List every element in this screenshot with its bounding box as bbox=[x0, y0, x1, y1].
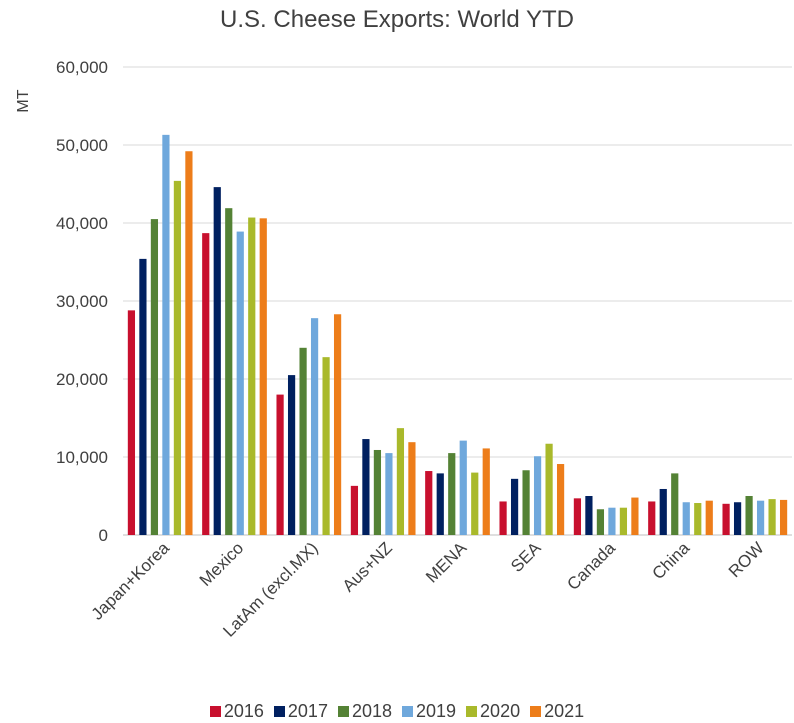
y-tick-label: 40,000 bbox=[56, 214, 108, 233]
legend-item: 2017 bbox=[273, 701, 328, 722]
legend-label: 2019 bbox=[416, 701, 457, 721]
bar-2019 bbox=[236, 231, 244, 535]
legend: 2016 2017 2018 2019 2020 2021 bbox=[0, 701, 794, 722]
bar-2018 bbox=[225, 208, 233, 535]
bar-2017 bbox=[436, 473, 444, 535]
bar-2019 bbox=[533, 456, 542, 535]
legend-item: 2021 bbox=[530, 701, 584, 722]
y-tick-label: 60,000 bbox=[56, 58, 108, 77]
bar-2021 bbox=[705, 500, 713, 535]
bar-2016 bbox=[499, 501, 507, 535]
bar-2021 bbox=[333, 314, 342, 535]
bar-2020 bbox=[173, 180, 182, 535]
bar-2016 bbox=[276, 394, 284, 535]
x-tick-label: Japan+Korea bbox=[88, 538, 174, 624]
legend-swatch bbox=[530, 706, 542, 717]
bar-2017 bbox=[213, 187, 221, 535]
bar-2020 bbox=[322, 357, 330, 535]
x-tick-label: Canada bbox=[563, 538, 619, 594]
bar-2019 bbox=[162, 134, 170, 536]
legend-label: 2020 bbox=[480, 701, 521, 721]
bar-2016 bbox=[202, 233, 210, 535]
legend-item: 2019 bbox=[402, 701, 456, 722]
bar-2021 bbox=[779, 499, 788, 535]
bar-2020 bbox=[694, 503, 702, 535]
bar-2017 bbox=[139, 258, 147, 535]
bar-2021 bbox=[185, 151, 193, 536]
bar-2018 bbox=[448, 453, 456, 535]
bar-2021 bbox=[259, 218, 267, 535]
legend-swatch bbox=[273, 706, 285, 717]
legend-swatch bbox=[337, 706, 349, 717]
x-tick-label: MENA bbox=[422, 538, 471, 587]
y-tick-label: 0 bbox=[99, 526, 108, 545]
legend-swatch bbox=[402, 706, 413, 717]
y-tick-label: 50,000 bbox=[56, 136, 108, 155]
legend-item: 2016 bbox=[209, 701, 264, 722]
bar-2019 bbox=[310, 318, 319, 535]
bar-2017 bbox=[659, 488, 667, 535]
bar-2017 bbox=[733, 502, 742, 535]
bar-2017 bbox=[510, 478, 519, 535]
legend-label: 2016 bbox=[223, 701, 264, 721]
y-tick-label: 10,000 bbox=[56, 448, 108, 467]
bar-2019 bbox=[385, 453, 393, 535]
bar-2021 bbox=[408, 442, 416, 535]
bar-2017 bbox=[287, 375, 296, 535]
bar-2016 bbox=[573, 498, 582, 535]
legend-label: 2018 bbox=[351, 701, 392, 721]
x-tick-label: ROW bbox=[725, 538, 768, 581]
bar-2016 bbox=[648, 501, 656, 535]
bar-2016 bbox=[127, 310, 136, 535]
bar-2020 bbox=[248, 217, 256, 536]
bar-2019 bbox=[682, 502, 690, 535]
legend-item: 2020 bbox=[466, 701, 520, 722]
bar-2017 bbox=[362, 439, 370, 535]
bar-2018 bbox=[671, 473, 679, 535]
bar-2021 bbox=[631, 497, 639, 535]
bar-2020 bbox=[396, 428, 405, 535]
bar-2019 bbox=[608, 507, 616, 535]
bar-2020 bbox=[545, 443, 553, 535]
chart-title: U.S. Cheese Exports: World YTD bbox=[220, 6, 574, 33]
x-tick-label: China bbox=[648, 538, 693, 583]
legend-label: 2021 bbox=[544, 701, 585, 721]
y-tick-label: 20,000 bbox=[56, 370, 108, 389]
bar-2018 bbox=[522, 470, 530, 535]
bar-2018 bbox=[299, 347, 307, 535]
bar-2021 bbox=[482, 448, 490, 535]
legend-swatch bbox=[466, 706, 478, 717]
legend-label: 2017 bbox=[287, 701, 328, 721]
bar-2016 bbox=[350, 485, 359, 535]
bar-2018 bbox=[150, 219, 159, 535]
bar-2020 bbox=[471, 472, 479, 535]
bar-2020 bbox=[619, 507, 628, 535]
y-tick-label: 30,000 bbox=[56, 292, 108, 311]
bar-2018 bbox=[596, 509, 605, 535]
x-tick-label: Mexico bbox=[196, 538, 248, 590]
x-tick-label: SEA bbox=[507, 538, 545, 576]
x-tick-label: Aus+NZ bbox=[339, 538, 396, 595]
bar-2017 bbox=[585, 496, 593, 535]
bar-2016 bbox=[425, 471, 433, 535]
legend-swatch bbox=[209, 706, 221, 717]
bar-2018 bbox=[373, 449, 382, 535]
bar-2019 bbox=[459, 440, 467, 535]
bar-2019 bbox=[756, 500, 765, 535]
bar-2018 bbox=[745, 496, 753, 535]
bar-2021 bbox=[556, 464, 565, 535]
bar-2016 bbox=[722, 503, 730, 535]
legend-item: 2018 bbox=[337, 701, 392, 722]
bar-2020 bbox=[768, 499, 776, 535]
